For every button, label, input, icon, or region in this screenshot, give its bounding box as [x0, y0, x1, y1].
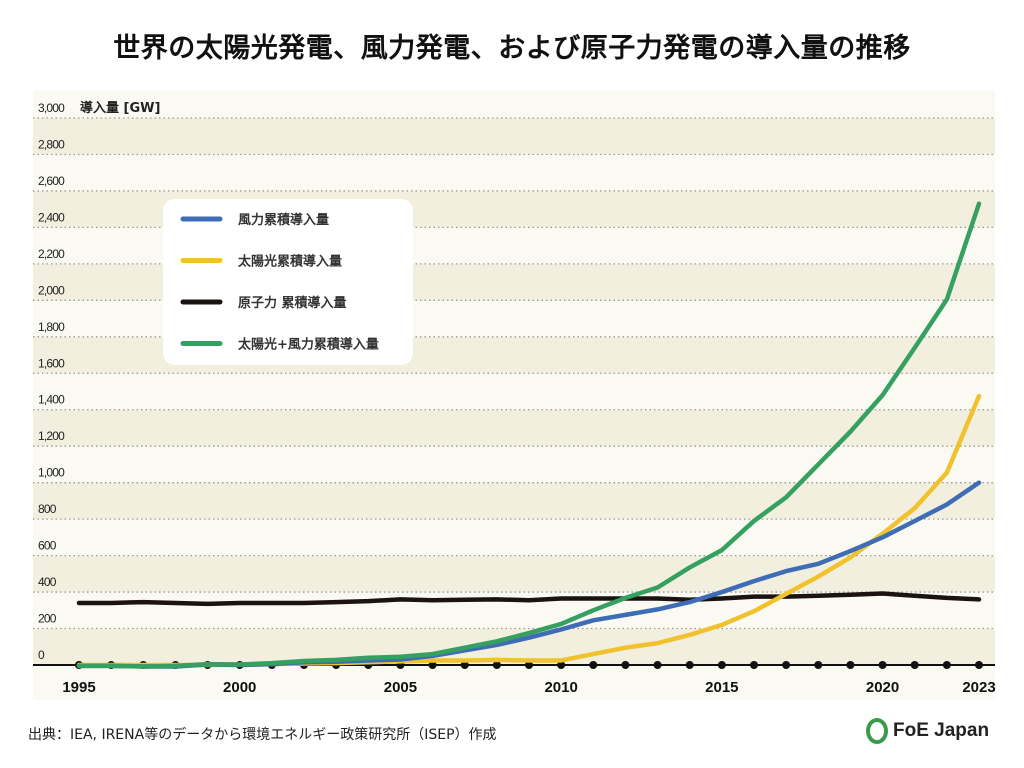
y-tick-label: 3,000 [38, 101, 65, 115]
chart-title: 世界の太陽光発電、風力発電、および原子力発電の導入量の推移 [113, 33, 911, 64]
source-note: 出典：IEA, IRENA等のデータから環境エネルギー政策研究所（ISEP）作成 [28, 727, 497, 743]
x-axis-dot [621, 661, 630, 669]
x-axis-dot [685, 661, 694, 669]
legend-label: 原子力 累積導入量 [238, 295, 347, 311]
plot-background [33, 90, 995, 700]
x-axis-dot [717, 661, 726, 669]
x-axis-dot [557, 661, 566, 669]
legend-box [163, 199, 413, 365]
series-line [76, 201, 982, 669]
logo: FoE Japan [866, 718, 989, 744]
logo-ring-icon [866, 718, 888, 744]
y-tick-label: 1,400 [38, 393, 65, 407]
y-tick-label: 200 [38, 612, 57, 626]
y-tick-label: 1,800 [38, 320, 65, 334]
x-axis-dot [460, 661, 469, 669]
y-tick-label: 2,400 [38, 210, 65, 224]
legend-label: 太陽光累積導入量 [237, 254, 342, 270]
grid-band [33, 118, 995, 155]
y-tick-label: 400 [38, 575, 57, 589]
y-tick-label: 800 [38, 502, 57, 516]
grid-band [33, 482, 995, 520]
x-axis-dot [589, 661, 598, 669]
grid-band [33, 555, 995, 593]
x-axis-dot [492, 661, 501, 669]
x-axis-dot [878, 661, 887, 669]
x-axis-dot [750, 661, 758, 669]
y-tick-label: 2,000 [38, 283, 65, 297]
x-tick-label: 2015 [705, 679, 738, 696]
series-line [76, 591, 982, 607]
x-axis-dot [942, 661, 951, 669]
y-tick-label: 2,800 [38, 137, 65, 151]
x-tick-label: 2000 [223, 679, 256, 696]
grid-band [33, 409, 995, 447]
x-tick-label: 2020 [866, 679, 899, 696]
x-axis-dot [814, 661, 823, 669]
x-tick-label: 2023 [962, 679, 995, 696]
y-axis-label: 導入量 [GW] [80, 100, 160, 116]
x-tick-label: 2005 [384, 679, 417, 696]
x-axis-dot [782, 661, 791, 669]
x-tick-label: 2010 [544, 679, 577, 696]
y-tick-label: 2,200 [38, 247, 65, 261]
y-tick-label: 1,000 [38, 466, 65, 480]
x-axis-dot [846, 661, 855, 669]
x-axis-dot [525, 661, 533, 669]
legend-label: 風力累積導入量 [238, 212, 329, 228]
logo-text: FoE Japan [893, 720, 990, 741]
x-tick-label: 1995 [62, 679, 95, 696]
y-tick-label: 0 [38, 648, 45, 662]
x-axis-dot [975, 661, 983, 669]
y-tick-label: 1,600 [38, 356, 65, 370]
y-tick-label: 1,200 [38, 429, 65, 443]
legend-label: 太陽光+風力累積導入量 [237, 337, 379, 353]
x-axis-dot [653, 661, 662, 669]
y-tick-label: 600 [38, 539, 57, 553]
x-axis-dot [428, 661, 437, 669]
x-axis-dot [910, 661, 919, 669]
y-tick-label: 2,600 [38, 174, 65, 188]
